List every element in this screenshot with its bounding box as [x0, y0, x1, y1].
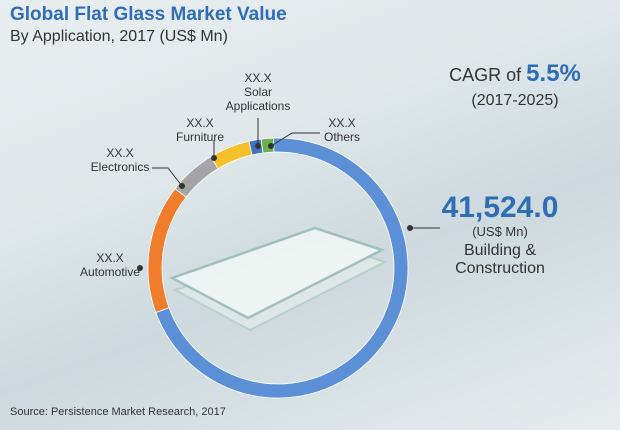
glass-sheet — [168, 226, 388, 332]
cagr-value: 5.5% — [526, 60, 581, 87]
category-label: Furniture — [175, 130, 225, 144]
donut-segment — [174, 156, 219, 198]
segment-label: XX.X Others — [312, 116, 372, 144]
category-label: Automotive — [79, 265, 141, 279]
chart-subtitle: By Application, 2017 (US$ Mn) — [10, 28, 228, 45]
data-label: XX.X — [328, 116, 356, 130]
data-label: 41,524.0 — [441, 191, 559, 224]
segment-label: XX.X Solar Applications — [222, 71, 294, 113]
leader-dot — [407, 225, 413, 231]
donut-segment — [155, 137, 409, 399]
cagr-label: CAGR of — [449, 65, 522, 85]
leader-dot — [268, 143, 274, 149]
unit: (US$ Mn) — [472, 224, 528, 239]
leader-line — [270, 132, 320, 147]
chart-title: Global Flat Glass Market Value — [10, 4, 287, 25]
main-label: 41,524.0 (US$ Mn) Building & Constructio… — [420, 192, 580, 278]
donut-segment — [210, 140, 253, 170]
leader-dot — [137, 265, 143, 271]
leader-dot — [211, 155, 217, 161]
segment-label: XX.X Automotive — [78, 251, 142, 279]
cagr-period: (2017-2025) — [471, 92, 559, 109]
leader-dot — [179, 183, 185, 189]
segment-label: XX.X Electronics — [82, 146, 158, 174]
data-label: XX.X — [106, 146, 134, 160]
source: Source: Persistence Market Research, 201… — [10, 406, 226, 418]
donut-segment — [260, 137, 275, 154]
data-label: XX.X — [186, 116, 214, 130]
data-label: XX.X — [96, 251, 124, 265]
cagr: CAGR of 5.5% — [420, 60, 610, 88]
category-label: Solar Applications — [225, 85, 291, 113]
category-label: Electronics — [90, 160, 150, 174]
category-label: Building & Construction — [455, 242, 545, 277]
leader-dot — [255, 143, 261, 149]
segment-label: XX.X Furniture — [165, 116, 235, 144]
category-label: Others — [323, 130, 360, 144]
leader-line — [152, 167, 183, 187]
data-label: XX.X — [244, 71, 272, 85]
